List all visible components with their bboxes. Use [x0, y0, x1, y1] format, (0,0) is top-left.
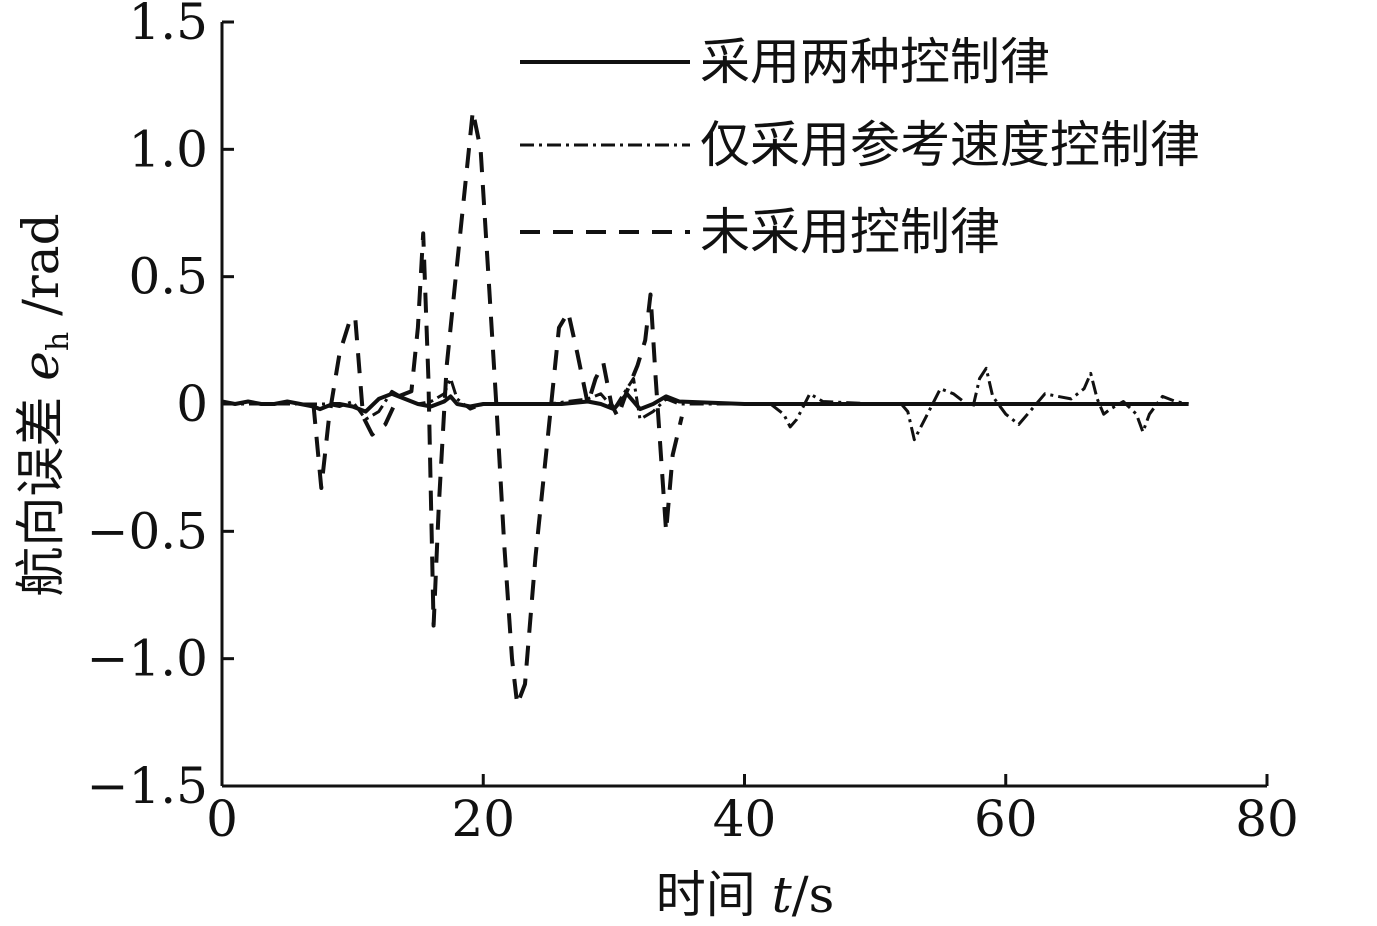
x-tick-label: 20	[451, 790, 515, 848]
y-tick-label: 1.5	[128, 0, 208, 51]
x-axis-title: 时间 t/s	[656, 866, 835, 924]
legend-label: 仅采用参考速度控制律	[700, 116, 1200, 174]
axes: 1.51.00.50−0.5−1.0−1.50 20 40 60 80	[87, 0, 1299, 848]
y-tick-label: −1.0	[87, 630, 208, 688]
legend-label: 未采用控制律	[700, 203, 1000, 261]
y-tick-label: 0	[176, 375, 208, 433]
y-tick-label: −0.5	[87, 502, 208, 560]
x-tick-label: 60	[974, 790, 1038, 848]
x-tick-label: 0	[206, 790, 238, 848]
y-tick-label: 1.0	[128, 120, 208, 178]
y-axis-title: 航向误差 eh /rad	[12, 213, 76, 596]
y-tick-label: 0.5	[128, 248, 208, 306]
x-tick-label: 40	[713, 790, 777, 848]
legend-label: 采用两种控制律	[700, 33, 1050, 91]
series-layer	[221, 109, 1189, 707]
x-tick-label: 80	[1235, 790, 1299, 848]
y-tick-label: −1.5	[87, 757, 208, 815]
series-line-solid	[221, 391, 1189, 414]
